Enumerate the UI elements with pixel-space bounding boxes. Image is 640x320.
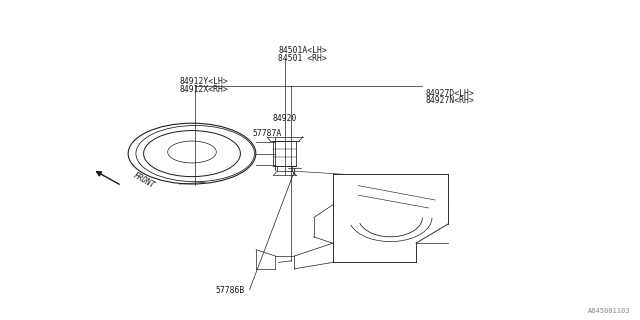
Text: 84501A<LH>: 84501A<LH> <box>278 46 327 55</box>
Text: 84501 <RH>: 84501 <RH> <box>278 54 327 63</box>
Text: 57786B: 57786B <box>216 286 245 295</box>
Text: 84927N<RH>: 84927N<RH> <box>426 96 474 105</box>
Text: FRONT: FRONT <box>131 171 156 190</box>
Text: 84920: 84920 <box>273 114 297 123</box>
Text: 84927D<LH>: 84927D<LH> <box>426 89 474 98</box>
Text: A845001103: A845001103 <box>588 308 630 314</box>
Text: 84912Y<LH>: 84912Y<LH> <box>179 77 228 86</box>
Text: 84912X<RH>: 84912X<RH> <box>179 85 228 94</box>
Text: 57787A: 57787A <box>253 129 282 138</box>
Bar <box>273 141 296 166</box>
